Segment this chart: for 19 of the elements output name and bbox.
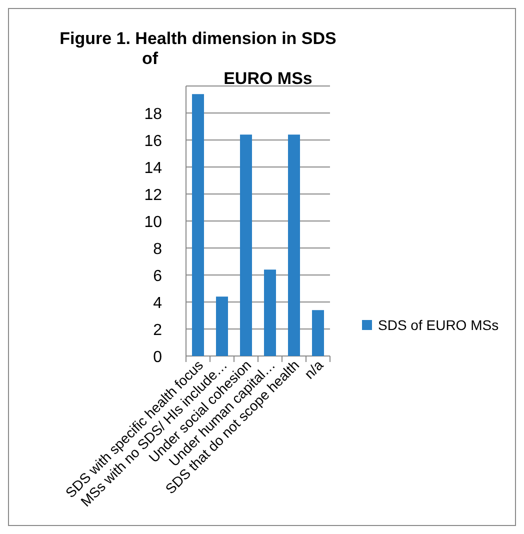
y-tick-label: 6 bbox=[153, 268, 162, 285]
y-tick-label: 0 bbox=[153, 349, 162, 366]
bar bbox=[192, 94, 204, 356]
bar bbox=[288, 134, 300, 356]
y-tick-label: 2 bbox=[153, 322, 162, 339]
x-tick-label: n/a bbox=[301, 356, 326, 382]
legend-label: SDS of EURO MSs bbox=[378, 317, 499, 333]
bar bbox=[264, 270, 276, 356]
bar bbox=[240, 134, 252, 356]
y-tick-label: 10 bbox=[144, 214, 162, 231]
bar bbox=[216, 296, 228, 356]
y-tick-label: 18 bbox=[144, 106, 162, 123]
y-tick-label: 8 bbox=[153, 241, 162, 258]
bar bbox=[312, 310, 324, 356]
y-tick-label: 4 bbox=[153, 295, 162, 312]
y-tick-label: 14 bbox=[144, 160, 162, 177]
chart-title: Figure 1. Health dimension in SDS of EURO MSs bbox=[60, 29, 336, 88]
y-tick-label: 16 bbox=[144, 133, 162, 150]
y-tick-label: 12 bbox=[144, 187, 162, 204]
